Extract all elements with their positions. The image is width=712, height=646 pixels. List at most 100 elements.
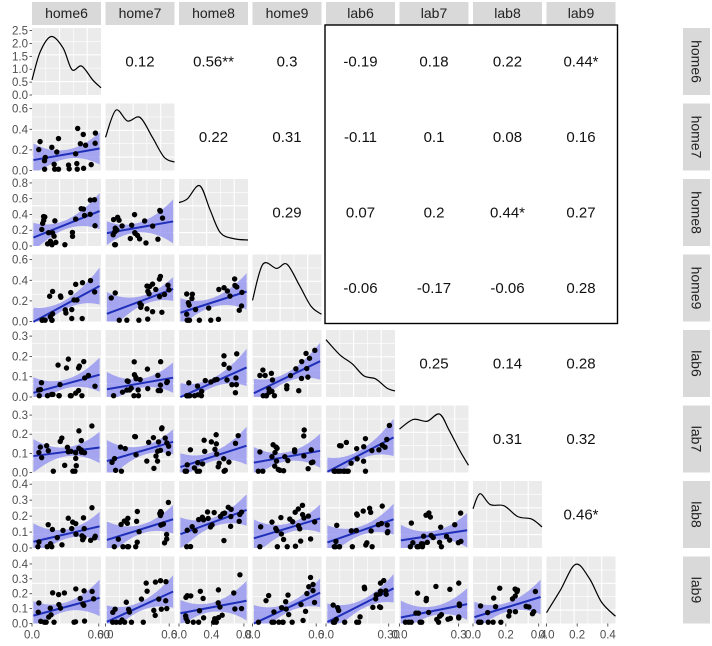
y-tick-label: 0.1	[12, 527, 28, 539]
regression-line	[180, 599, 247, 615]
data-point	[238, 303, 245, 309]
data-point	[36, 392, 43, 399]
data-point	[163, 598, 169, 604]
data-point	[278, 514, 284, 521]
data-point	[149, 223, 156, 229]
panel-home9-home6	[32, 254, 101, 323]
x-tick-label: 0.0	[98, 630, 114, 642]
panel-lab9-home7	[105, 556, 175, 625]
data-point	[360, 458, 367, 464]
data-point	[49, 288, 56, 295]
data-point	[38, 454, 45, 461]
data-point	[74, 160, 80, 167]
data-point	[362, 468, 369, 474]
data-point	[184, 291, 190, 297]
panel-home7-home6	[32, 103, 101, 172]
x-tick-label: 0.2	[498, 630, 514, 642]
data-point	[41, 166, 48, 172]
data-point	[456, 580, 462, 586]
data-point	[136, 236, 143, 242]
data-point	[55, 362, 61, 368]
data-point	[163, 578, 169, 585]
data-point	[204, 509, 211, 515]
data-point	[216, 286, 222, 293]
data-point	[61, 462, 68, 468]
panel-lab6-home8	[179, 330, 248, 399]
y-tick-label: 2.5	[12, 26, 28, 38]
column-label-lab9: lab9	[568, 5, 595, 21]
data-point	[49, 230, 56, 236]
data-point	[143, 240, 149, 246]
data-point	[336, 543, 343, 550]
data-point	[296, 387, 302, 394]
data-point	[184, 543, 190, 550]
data-point	[490, 595, 497, 601]
y-tick-label: 0.1	[12, 604, 28, 616]
data-point	[232, 440, 239, 446]
data-point	[369, 543, 375, 550]
confidence-band	[327, 574, 394, 624]
data-point	[237, 572, 243, 578]
corr-lab6-lab9: 0.28	[566, 356, 595, 373]
data-point	[236, 518, 242, 525]
data-point	[153, 453, 159, 459]
data-point	[292, 543, 299, 549]
data-point	[435, 619, 442, 625]
corr-home7-lab9: 0.16	[566, 129, 595, 146]
data-point	[308, 460, 315, 466]
data-point	[301, 453, 307, 459]
data-point	[235, 432, 241, 439]
data-point	[66, 166, 72, 172]
data-point	[73, 520, 79, 527]
data-point	[184, 593, 190, 599]
y-tick-label: 0.0	[12, 317, 28, 329]
data-point	[278, 604, 285, 611]
data-point	[287, 372, 294, 379]
data-point	[445, 616, 451, 622]
density-curve-home6	[31, 35, 102, 89]
data-point	[35, 543, 41, 550]
panel-lab8-home9	[252, 481, 322, 550]
data-point	[221, 361, 227, 368]
data-point	[213, 432, 219, 438]
data-point	[141, 218, 148, 224]
data-point	[211, 616, 218, 622]
data-point	[219, 612, 225, 618]
panel-lab9-lab8	[473, 556, 542, 625]
data-point	[159, 215, 166, 221]
y-tick-label: 0.2	[12, 225, 28, 237]
data-point	[145, 439, 152, 446]
data-point	[330, 619, 337, 625]
panel-lab6-home7	[105, 330, 175, 399]
data-point	[419, 543, 426, 550]
corr-home7-home8: 0.22	[199, 129, 228, 146]
data-point	[146, 291, 152, 297]
data-point	[377, 580, 384, 586]
corr-home6-home7: 0.12	[125, 54, 154, 71]
data-point	[348, 460, 354, 466]
data-point	[80, 515, 87, 521]
y-tick-label: 0.2	[12, 351, 28, 363]
data-point	[200, 615, 207, 621]
data-point	[232, 606, 238, 612]
data-point	[62, 241, 68, 248]
data-point	[90, 596, 97, 602]
data-point	[72, 151, 79, 157]
confidence-band	[33, 132, 100, 171]
data-point	[262, 372, 268, 379]
data-point	[211, 509, 217, 516]
y-tick-label: 0.4	[12, 479, 29, 491]
data-point	[208, 439, 215, 445]
corr-home7-lab8: 0.08	[493, 129, 522, 146]
data-point	[157, 512, 164, 519]
confidence-band	[253, 504, 321, 548]
corr-lab7-lab8: 0.31	[493, 431, 522, 448]
data-point	[92, 130, 99, 136]
data-point	[117, 444, 124, 450]
data-point	[43, 443, 50, 449]
x-tick-label: 0.8	[236, 630, 252, 642]
data-point	[257, 524, 264, 530]
corr-home9-lab6: -0.06	[343, 280, 377, 297]
row-strip-lab9	[683, 556, 710, 624]
data-point	[133, 452, 139, 458]
